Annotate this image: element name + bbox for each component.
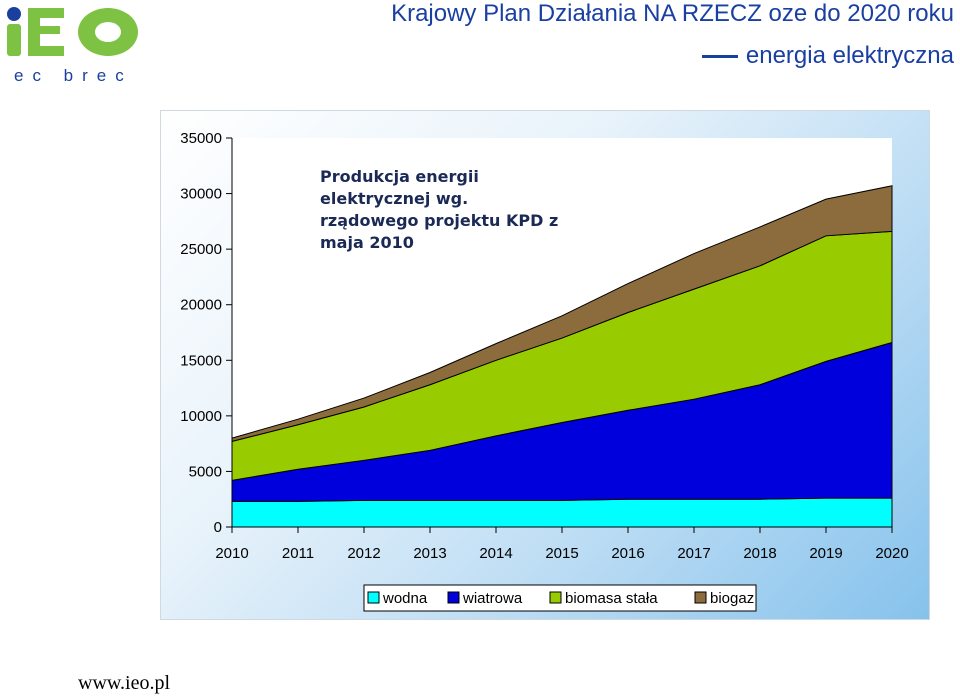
y-tick-label: 5000 xyxy=(189,463,222,480)
y-tick-label: 0 xyxy=(214,519,222,536)
subtitle-text: energia elektryczna xyxy=(745,42,954,69)
chart-annotation-line: rządowego projektu KPD z xyxy=(320,211,558,230)
chart-annotation-line: elektrycznej wg. xyxy=(320,189,468,208)
x-tick-label: 2011 xyxy=(282,545,314,562)
legend-label: biomasa stała xyxy=(565,590,658,607)
y-tick-label: 30000 xyxy=(180,186,222,203)
x-tick-label: 2019 xyxy=(809,545,842,562)
ieo-logo-mark xyxy=(7,7,138,56)
x-tick-label: 2018 xyxy=(743,545,776,562)
legend-label: wiatrowa xyxy=(462,590,523,607)
y-tick-label: 20000 xyxy=(180,297,222,314)
x-tick-label: 2010 xyxy=(215,545,248,562)
x-tick-label: 2014 xyxy=(479,545,512,562)
logo-subtext: ec brec xyxy=(14,66,133,85)
chart-annotation-line: maja 2010 xyxy=(320,233,414,252)
page-title: Krajowy Plan Działania NA RZECZ oze do 2… xyxy=(391,0,954,27)
x-tick-label: 2013 xyxy=(413,545,446,562)
legend-swatch xyxy=(367,591,380,604)
y-tick-label: 10000 xyxy=(180,408,222,425)
x-tick-label: 2015 xyxy=(545,545,578,562)
y-tick-label: 35000 xyxy=(180,130,222,147)
footer-url[interactable]: www.ieo.pl xyxy=(78,672,171,694)
x-tick-label: 2012 xyxy=(347,545,380,562)
y-tick-label: 15000 xyxy=(180,352,222,369)
page-subtitle: energia elektryczna xyxy=(701,42,954,70)
x-tick-label: 2017 xyxy=(677,545,710,562)
area-wodna xyxy=(231,497,893,528)
ieo-logo: ec brec xyxy=(0,0,160,90)
legend-swatch xyxy=(694,591,707,604)
legend-swatch xyxy=(549,591,562,604)
chart-annotation-line: Produkcja energii xyxy=(320,167,479,186)
y-tick-label: 25000 xyxy=(180,241,222,258)
legend-label: wodna xyxy=(382,590,428,607)
x-tick-label: 2020 xyxy=(875,545,908,562)
legend-label: biogaz xyxy=(710,590,754,607)
x-tick-label: 2016 xyxy=(611,545,644,562)
subtitle-dash xyxy=(701,55,738,59)
area-biogaz xyxy=(231,185,893,443)
legend-swatch xyxy=(447,591,460,604)
